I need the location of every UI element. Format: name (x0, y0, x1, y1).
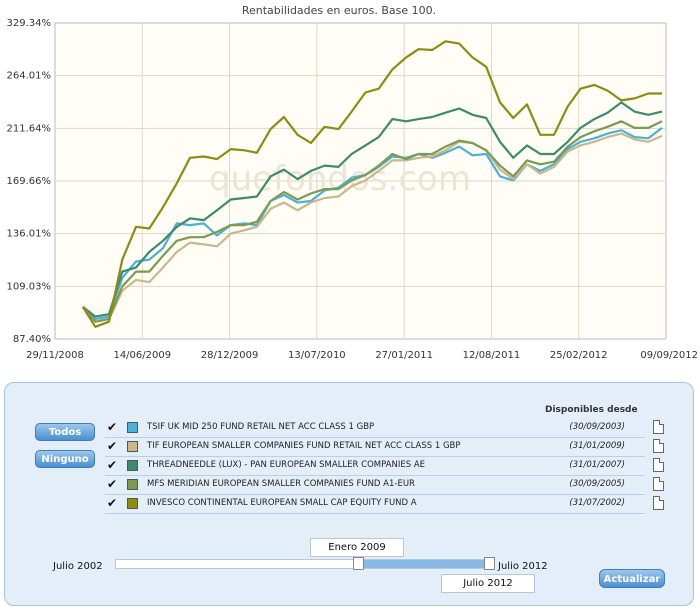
slider-selected-range (359, 560, 490, 568)
range-end-label: Julio 2012 (498, 561, 548, 572)
slider-end-handle[interactable] (484, 557, 495, 570)
fund-color-swatch (127, 498, 138, 509)
fund-color-swatch (127, 441, 138, 452)
document-icon[interactable] (653, 420, 664, 434)
fund-checkbox[interactable]: ✔ (107, 458, 118, 472)
fund-name: TSIF UK MID 250 FUND RETAIL NET ACC CLAS… (147, 422, 375, 432)
fund-available-date: (31/07/2002) (569, 498, 625, 508)
fund-name: THREADNEEDLE (LUX) - PAN EUROPEAN SMALLE… (147, 460, 426, 470)
fund-row: ✔ MFS MERIDIAN EUROPEAN SMALLER COMPANIES… (105, 476, 664, 495)
fund-available-date: (31/01/2009) (569, 441, 625, 451)
series-line-2 (82, 132, 663, 323)
y-tick-label: 211.64% (7, 123, 52, 134)
fund-checkbox[interactable]: ✔ (107, 420, 118, 434)
selection-panel: Todos Ninguno Disponibles desde ✔ TSIF UK… (4, 382, 694, 606)
y-tick-label: 264.01% (7, 71, 52, 82)
x-tick-label: 29/11/2008 (26, 350, 84, 361)
fund-checkbox[interactable]: ✔ (107, 439, 118, 453)
x-tick-label: 25/02/2012 (550, 350, 608, 361)
select-all-button[interactable]: Todos (35, 423, 95, 441)
available-since-header: Disponibles desde (545, 405, 638, 415)
fund-checkbox[interactable]: ✔ (107, 477, 118, 491)
document-icon[interactable] (653, 439, 664, 453)
returns-chart: Rentabilidades en euros. Base 100. quefo… (7, 4, 699, 361)
fund-row: ✔ INVESCO CONTINENTAL EUROPEAN SMALL CAP … (105, 495, 664, 514)
series-line-4 (82, 120, 663, 323)
fund-row: ✔ TIF EUROPEAN SMALLER COMPANIES FUND RET… (105, 438, 664, 457)
fund-row: ✔ TSIF UK MID 250 FUND RETAIL NET ACC CLA… (105, 419, 664, 438)
fund-name: INVESCO CONTINENTAL EUROPEAN SMALL CAP E… (147, 498, 417, 508)
slider-start-handle[interactable] (353, 557, 364, 570)
fund-checkbox[interactable]: ✔ (107, 496, 118, 510)
update-button[interactable]: Actualizar (599, 569, 665, 588)
select-none-button[interactable]: Ninguno (35, 450, 95, 468)
y-tick-label: 169.66% (7, 176, 52, 187)
fund-name: MFS MERIDIAN EUROPEAN SMALLER COMPANIES … (147, 479, 415, 489)
y-tick-label: 109.03% (7, 281, 52, 292)
fund-color-swatch (127, 422, 138, 433)
x-tick-label: 13/07/2010 (288, 350, 346, 361)
range-start-label: Julio 2002 (53, 561, 103, 572)
fund-available-date: (30/09/2003) (569, 422, 625, 432)
fund-name: TIF EUROPEAN SMALLER COMPANIES FUND RETA… (147, 441, 461, 451)
series-line-3 (82, 101, 663, 318)
x-tick-label: 14/06/2009 (113, 350, 171, 361)
selected-end-date: Julio 2012 (441, 574, 535, 593)
document-icon[interactable] (653, 458, 664, 472)
x-tick-label: 12/08/2011 (463, 350, 521, 361)
fund-available-date: (31/01/2007) (569, 460, 625, 470)
selected-start-date: Enero 2009 (310, 538, 404, 557)
chart-title: Rentabilidades en euros. Base 100. (242, 4, 436, 17)
fund-color-swatch (127, 460, 138, 471)
document-icon[interactable] (653, 496, 664, 510)
y-tick-label: 329.34% (7, 18, 52, 29)
fund-row: ✔ THREADNEEDLE (LUX) - PAN EUROPEAN SMALL… (105, 457, 664, 476)
y-tick-label: 87.40% (13, 334, 51, 345)
x-tick-label: 28/12/2009 (201, 350, 259, 361)
fund-available-date: (30/09/2005) (569, 479, 625, 489)
x-tick-label: 27/01/2011 (375, 350, 433, 361)
fund-color-swatch (127, 479, 138, 490)
document-icon[interactable] (653, 477, 664, 491)
series-line-5 (81, 40, 662, 328)
y-tick-label: 136.01% (7, 229, 52, 240)
x-tick-label: 09/09/2012 (640, 350, 698, 361)
